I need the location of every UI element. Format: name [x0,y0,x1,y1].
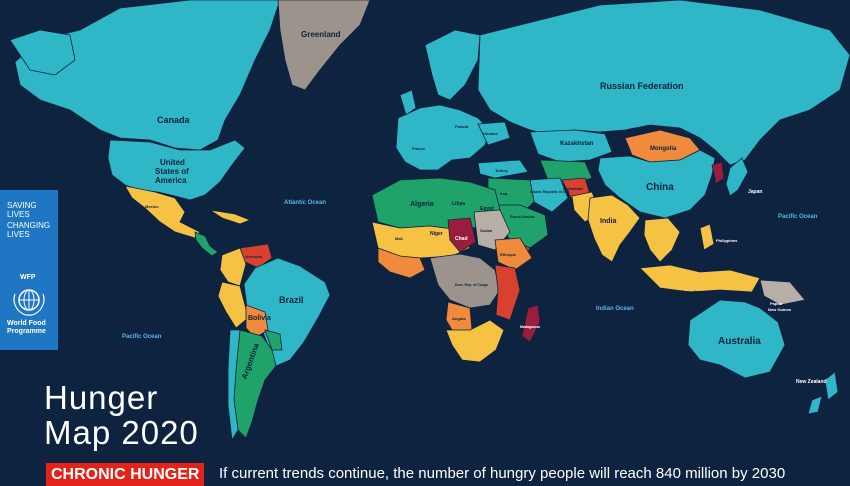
country-label-poland: Poland [455,124,469,129]
country-label-usa-1: United [160,158,185,167]
country-label-turkey: Turkey [495,168,509,173]
country-label-png-2: New Guinea [768,307,792,312]
country-label-usa-2: States of [155,167,189,176]
ocean-label-indian: Indian Ocean [596,306,634,312]
wfp-tagline-2: LIVES [7,210,30,219]
country-label-new-zealand: New Zealand [796,379,827,385]
region-europe-west [395,104,491,171]
wfp-tagline-4: LIVES [7,230,30,239]
country-label-india: India [600,218,616,225]
country-label-argentina: Argentina [240,342,261,381]
region-chad [447,217,477,253]
country-label-afghanistan: Afghanistan [563,187,583,191]
region-korea [711,161,725,185]
country-label-mali: Mali [395,236,403,241]
wfp-wheat-globe-icon [13,289,45,316]
region-russia [477,0,850,166]
region-png [759,279,806,306]
country-label-greenland: Greenland [301,30,341,39]
region-bolivia [245,304,269,339]
ocean-label-pacific-east: Pacific Ocean [778,214,818,220]
region-greenland [277,0,371,91]
region-chile [227,329,241,442]
region-east-africa [494,264,521,321]
region-ethiopia [494,237,533,271]
region-new-zealand [807,371,839,415]
country-label-drc: Dem. Rep. of Congo [455,283,488,287]
region-paraguay [264,329,283,351]
wfp-acronym: WFP [20,274,36,281]
region-ukraine [477,121,511,146]
region-india [587,194,641,263]
country-label-japan: Japan [748,189,762,195]
country-label-chad: Chad [455,236,468,242]
chronic-hunger-badge: CHRONIC HUNGER [46,463,205,486]
country-label-mongolia: Mongolia [650,146,677,152]
country-label-iraq: Iraq [500,191,508,196]
region-japan [725,157,749,197]
region-southeast-asia [643,217,681,263]
country-label-ethiopia: Ethiopia [500,252,517,257]
region-philippines [699,223,715,251]
country-label-bolivia: Bolivia [248,315,271,322]
country-label-venezuela: Venezuela [245,255,262,259]
country-label-madagascar: Madagascar [520,325,541,329]
country-label-philippines: Philippines [716,238,738,243]
region-usa [107,139,246,201]
region-madagascar [521,304,541,343]
country-label-china: China [646,182,674,193]
country-label-egypt: Egypt [480,206,494,212]
region-kazakhstan [529,129,613,163]
region-scandinavia [424,29,481,101]
wfp-tagline-1: SAVING [7,201,37,210]
region-alaska [9,29,76,76]
region-uk [399,89,417,116]
wfp-tagline-3: CHANGING [7,221,51,230]
country-label-sudan: Sudan [480,228,493,233]
country-label-niger: Niger [430,231,443,237]
country-label-libya: Libya [452,201,465,207]
region-canada [14,0,281,151]
wfp-name-2: Programme [7,328,46,335]
region-central-america [194,231,219,257]
country-label-algeria: Algeria [410,201,434,208]
ocean-label-atlantic: Atlantic Ocean [284,200,326,206]
country-label-kazakhstan: Kazakhstan [560,141,594,147]
country-label-usa-3: America [155,176,187,185]
country-label-iran: Islamic Republic of Iran [530,190,569,194]
region-turkey [477,159,529,179]
country-label-saudi: Saudi Arabia [510,214,535,219]
region-southern-africa [445,319,505,363]
country-label-mexico: Mexico [145,204,159,209]
country-label-png-1: Papua [770,301,783,306]
country-label-australia: Australia [718,336,761,347]
country-label-indonesia: Indonesia [676,290,700,296]
trend-statement: If current trends continue, the number o… [219,465,786,482]
page-title: Hunger Map 2020 [44,379,199,451]
region-central-africa [429,253,501,309]
country-label-canada: Canada [157,115,191,125]
country-label-angola: Angola [452,316,466,321]
region-west-africa [377,247,426,279]
country-label-france: France [412,146,426,151]
wfp-name-1: World Food [7,320,46,327]
country-label-ukraine: Ukraine [483,131,498,136]
ocean-label-pacific-west: Pacific Ocean [122,334,162,340]
region-caribbean [209,209,252,225]
region-peru [217,281,249,329]
country-label-russia: Russian Federation [600,81,684,91]
country-label-brazil: Brazil [279,295,304,305]
region-australia [687,299,786,379]
region-indonesia [639,264,761,293]
wfp-badge: SAVING LIVES CHANGING LIVES WFP World Fo… [0,190,58,350]
region-china [597,149,716,219]
